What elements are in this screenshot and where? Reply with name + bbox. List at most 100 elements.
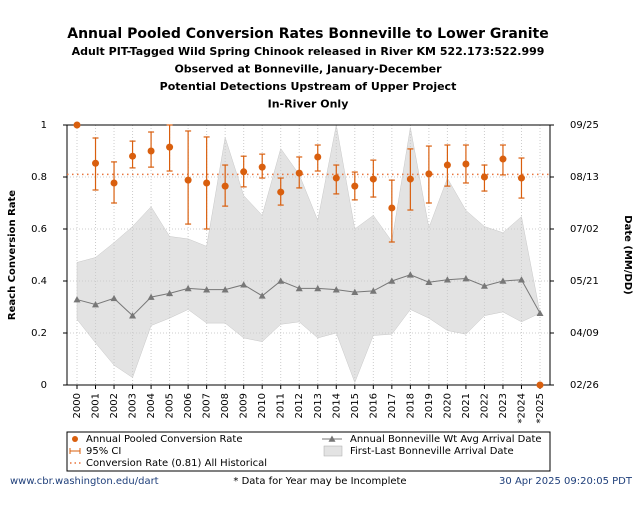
x-tick-label: *2024: [516, 393, 527, 423]
x-tick-label: 2015: [350, 393, 361, 418]
rate-point: [73, 121, 81, 129]
arrival-marker: [258, 292, 266, 299]
x-tick-label: 2022: [479, 393, 490, 418]
x-tick-label: 2018: [405, 393, 416, 418]
footer-date: 30 Apr 2025 09:20:05 PDT: [499, 476, 633, 487]
legend-arrival: Annual Bonneville Wt Avg Arrival Date: [350, 434, 542, 445]
arrival-marker: [147, 293, 155, 300]
y-tick-label: 0: [41, 380, 47, 391]
rate-point: [369, 175, 377, 183]
legend-band: First-Last Bonneville Arrival Date: [350, 446, 514, 457]
y-axis-label: Reach Conversion Rate: [7, 190, 18, 320]
y2-tick-label: 07/02: [570, 224, 599, 235]
rate-point: [277, 188, 285, 196]
y2-tick-label: 04/09: [570, 328, 599, 339]
arrival-marker: [73, 296, 81, 303]
rate-point: [462, 160, 470, 168]
arrival-marker: [388, 277, 396, 284]
x-tick-label: 2010: [257, 393, 268, 418]
x-tick-label: 2002: [109, 393, 120, 418]
x-tick-label: 2001: [91, 393, 102, 418]
rate-point: [406, 175, 414, 183]
x-tick-label: 2009: [239, 393, 250, 418]
x-tick-label: 2007: [202, 393, 213, 418]
rate-point: [203, 179, 211, 187]
y-tick-label: 0.2: [31, 328, 47, 339]
arrival-marker: [517, 276, 525, 283]
x-tick-label: 2004: [146, 393, 157, 418]
y-tick-label: 0.8: [31, 172, 47, 183]
plot-frame: [66, 124, 551, 386]
footer-url: www.cbr.washington.edu/dart: [10, 476, 159, 487]
x-tick-label: 2013: [313, 393, 324, 418]
arrival-marker: [443, 276, 451, 283]
rate-point: [110, 179, 118, 187]
rate-point: [351, 182, 359, 190]
arrival-marker: [536, 309, 544, 316]
x-tick-label: 2021: [461, 393, 472, 418]
x-tick-label: 2011: [276, 393, 287, 418]
arrival-marker: [425, 278, 433, 286]
arrival-marker: [110, 294, 118, 302]
arrival-marker: [351, 288, 359, 295]
arrival-marker: [462, 275, 470, 282]
arrival-marker: [240, 281, 248, 288]
arrival-marker: [332, 286, 340, 293]
legend-arrival-marker: [328, 435, 336, 442]
chart-title: Observed at Bonneville, January-December: [174, 63, 442, 76]
rate-point: [240, 168, 248, 176]
chart-title: Potential Detections Upstream of Upper P…: [160, 80, 457, 93]
legend-rate-marker: [72, 436, 78, 442]
arrival-marker: [221, 286, 229, 293]
arrival-marker: [369, 287, 377, 294]
legend-rate: Annual Pooled Conversion Rate: [86, 434, 242, 445]
footer-note: * Data for Year may be Incomplete: [233, 476, 406, 487]
rate-point: [443, 161, 451, 169]
arrival-marker: [92, 301, 100, 308]
x-tick-label: 2000: [72, 393, 83, 418]
arrival-marker: [406, 271, 414, 278]
chart-title: In-River Only: [268, 98, 349, 111]
y2-tick-label: 02/26: [570, 380, 599, 391]
arrival-line: [76, 274, 541, 317]
x-tick-label: 2016: [368, 393, 379, 418]
y-tick-label: 0.4: [31, 276, 47, 287]
arrival-marker: [184, 284, 192, 292]
rate-point: [147, 147, 155, 155]
y2-tick-label: 09/25: [570, 120, 599, 131]
legend-band-marker: [323, 445, 343, 457]
x-tick-label: 2020: [442, 393, 453, 418]
x-tick-label: 2003: [128, 393, 139, 418]
x-tick-label: 2023: [498, 393, 509, 418]
arrival-marker: [277, 277, 285, 284]
rate-point: [184, 176, 192, 184]
y-tick-label: 0.6: [31, 224, 47, 235]
rate-point: [425, 170, 433, 178]
rate-point: [221, 182, 229, 190]
rate-point: [388, 204, 396, 212]
y-tick-label: 1: [41, 120, 47, 131]
arrival-marker: [203, 286, 211, 293]
y2-tick-label: 05/21: [570, 276, 599, 287]
arrival-marker: [480, 282, 488, 289]
x-tick-label: 2019: [424, 393, 435, 418]
rate-point: [258, 163, 266, 171]
arrival-marker: [295, 284, 303, 292]
rate-point: [92, 159, 100, 167]
x-tick-label: 2017: [387, 393, 398, 418]
arrival-marker: [166, 289, 174, 297]
x-tick-label: 2006: [183, 393, 194, 418]
arrival-marker: [314, 284, 322, 292]
rate-point: [295, 169, 303, 177]
arrival-range-band: [76, 124, 541, 384]
arrival-marker: [499, 277, 507, 284]
chart-title: Adult PIT-Tagged Wild Spring Chinook rel…: [72, 45, 545, 58]
rate-point: [314, 153, 322, 161]
chart-title: Annual Pooled Conversion Rates Bonnevill…: [67, 26, 548, 42]
x-tick-label: 2008: [220, 393, 231, 418]
rate-point: [332, 174, 340, 182]
legend-box: [66, 431, 551, 472]
x-tick-label: *2025: [535, 393, 546, 423]
